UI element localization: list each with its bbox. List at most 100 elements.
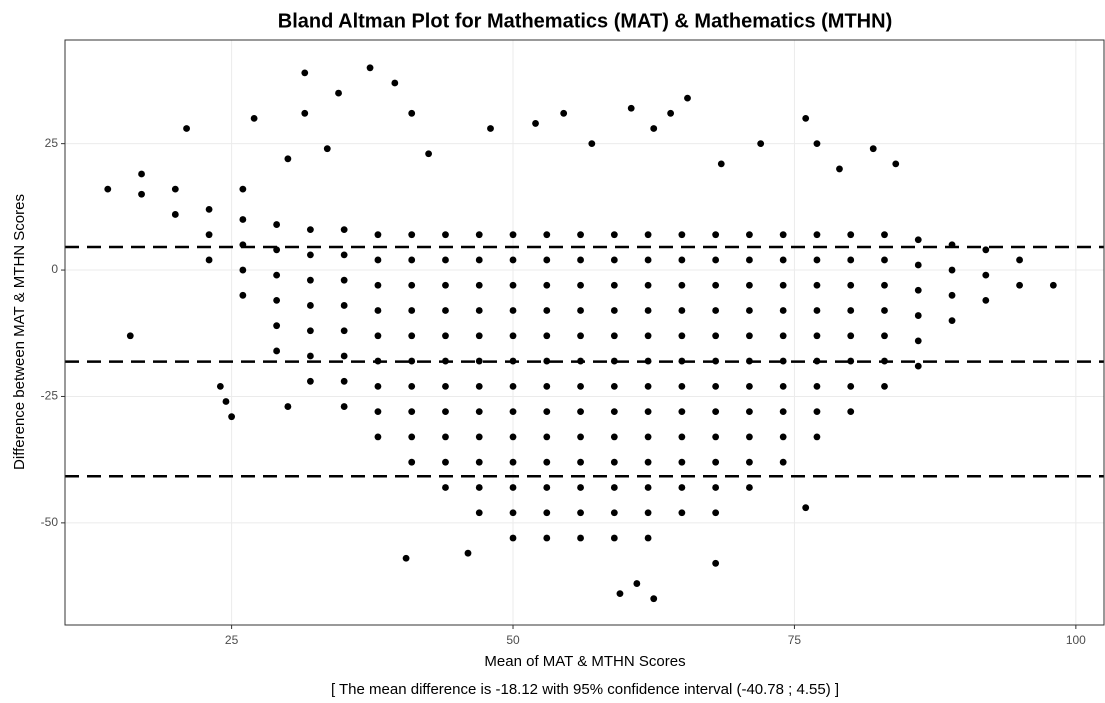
y-tick-label: -25 bbox=[41, 389, 59, 403]
point bbox=[746, 307, 753, 314]
point bbox=[779, 307, 787, 314]
point bbox=[543, 382, 551, 390]
point bbox=[717, 160, 725, 168]
point bbox=[442, 408, 449, 416]
point bbox=[948, 317, 956, 325]
point bbox=[1016, 256, 1023, 264]
point bbox=[543, 534, 551, 542]
point bbox=[273, 322, 281, 330]
point bbox=[577, 332, 584, 340]
y-axis-title: Difference between MAT & MTHN Scores bbox=[11, 194, 28, 470]
point bbox=[577, 534, 584, 542]
point bbox=[712, 281, 720, 289]
point bbox=[610, 256, 618, 264]
point bbox=[644, 332, 652, 340]
point bbox=[982, 246, 990, 254]
point bbox=[532, 120, 539, 127]
point bbox=[610, 534, 618, 542]
point bbox=[678, 256, 686, 264]
point bbox=[475, 408, 483, 416]
point bbox=[509, 433, 517, 441]
point bbox=[1049, 281, 1057, 289]
point bbox=[948, 291, 956, 299]
point bbox=[239, 185, 247, 193]
point bbox=[802, 504, 810, 512]
point bbox=[712, 382, 720, 390]
point bbox=[847, 281, 855, 289]
point bbox=[306, 352, 314, 360]
point bbox=[509, 408, 517, 416]
point bbox=[408, 307, 416, 314]
point bbox=[914, 236, 922, 244]
point bbox=[442, 332, 449, 340]
point bbox=[644, 509, 652, 517]
point bbox=[948, 266, 956, 274]
point bbox=[779, 332, 787, 340]
x-tick-label: 25 bbox=[225, 633, 239, 647]
point bbox=[475, 382, 483, 390]
point bbox=[914, 261, 922, 269]
point bbox=[678, 509, 686, 517]
point bbox=[779, 281, 787, 289]
point bbox=[678, 433, 686, 441]
point bbox=[509, 382, 517, 390]
subtitle: [ The mean difference is -18.12 with 95%… bbox=[331, 681, 839, 698]
point bbox=[340, 403, 348, 410]
point bbox=[183, 125, 190, 132]
point bbox=[712, 256, 720, 264]
point bbox=[442, 484, 449, 491]
point bbox=[712, 433, 720, 441]
point bbox=[366, 64, 374, 72]
point bbox=[577, 307, 584, 314]
point bbox=[374, 408, 382, 416]
point bbox=[644, 256, 652, 264]
point bbox=[408, 357, 416, 365]
point bbox=[577, 458, 584, 466]
point bbox=[881, 382, 888, 390]
point bbox=[644, 382, 652, 390]
point bbox=[627, 104, 635, 112]
point bbox=[869, 145, 877, 153]
point bbox=[712, 307, 720, 314]
point bbox=[284, 155, 292, 163]
y-tick-label: -50 bbox=[41, 515, 59, 529]
point bbox=[914, 312, 922, 319]
point bbox=[273, 221, 281, 228]
point bbox=[678, 484, 686, 491]
point bbox=[171, 185, 179, 193]
point bbox=[402, 554, 410, 562]
point bbox=[644, 408, 652, 416]
point bbox=[228, 413, 236, 421]
point bbox=[746, 231, 753, 239]
point bbox=[408, 458, 416, 466]
point bbox=[1016, 281, 1023, 289]
point bbox=[284, 403, 292, 410]
point bbox=[644, 433, 652, 441]
point bbox=[306, 377, 314, 385]
point bbox=[712, 484, 720, 491]
point bbox=[340, 226, 348, 234]
point bbox=[273, 271, 281, 279]
point bbox=[374, 307, 382, 314]
point bbox=[577, 231, 584, 239]
point bbox=[712, 509, 720, 517]
point bbox=[340, 377, 348, 385]
point bbox=[644, 534, 652, 542]
point bbox=[374, 332, 382, 340]
point bbox=[543, 484, 551, 491]
point bbox=[892, 160, 900, 168]
point bbox=[746, 484, 753, 491]
point bbox=[678, 382, 686, 390]
point bbox=[442, 433, 449, 441]
point bbox=[577, 509, 584, 517]
point bbox=[610, 231, 618, 239]
point bbox=[610, 408, 618, 416]
point bbox=[588, 140, 596, 148]
point bbox=[239, 216, 247, 223]
point bbox=[340, 352, 348, 360]
point bbox=[543, 332, 551, 340]
point bbox=[667, 109, 675, 117]
point bbox=[340, 302, 348, 309]
point bbox=[171, 211, 179, 218]
